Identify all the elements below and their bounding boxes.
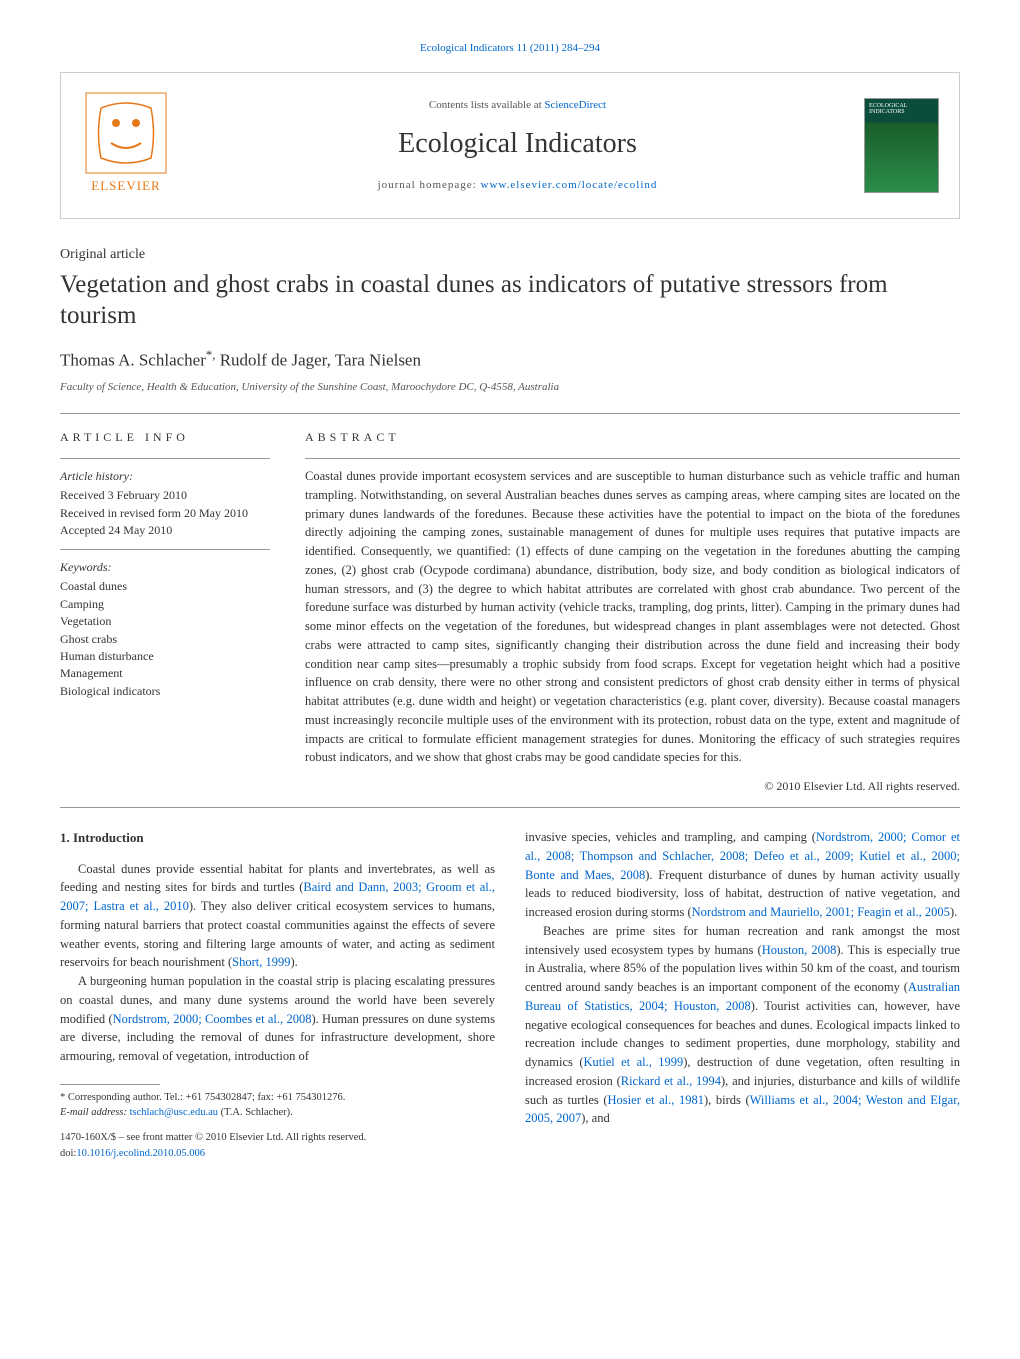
history-label: Article history:	[60, 467, 270, 485]
issn-line: 1470-160X/$ – see front matter © 2010 El…	[60, 1130, 495, 1146]
elsevier-logo: ELSEVIER	[81, 88, 171, 204]
received-date: Received 3 February 2010	[60, 487, 270, 504]
doi-link[interactable]: 10.1016/j.ecolind.2010.05.006	[76, 1148, 205, 1159]
journal-header: ELSEVIER Contents lists available at Sci…	[60, 72, 960, 220]
text: invasive species, vehicles and trampling…	[525, 830, 816, 844]
footnote-divider	[60, 1084, 160, 1085]
header-center: Contents lists available at ScienceDirec…	[171, 97, 864, 194]
citation-link[interactable]: Short, 1999	[232, 955, 290, 969]
citation-link[interactable]: Nordstrom and Mauriello, 2001; Feagin et…	[692, 905, 950, 919]
citation-link[interactable]: Nordstrom, 2000; Coombes et al., 2008	[113, 1012, 312, 1026]
article-type: Original article	[60, 244, 960, 265]
svg-text:ELSEVIER: ELSEVIER	[91, 178, 160, 193]
abstract-text: Coastal dunes provide important ecosyste…	[305, 467, 960, 767]
article-info-column: ARTICLE INFO Article history: Received 3…	[60, 428, 270, 795]
citation-bar: Ecological Indicators 11 (2011) 284–294	[60, 40, 960, 57]
revised-date: Received in revised form 20 May 2010	[60, 505, 270, 522]
divider	[60, 807, 960, 808]
contents-label: Contents lists available at	[429, 99, 544, 111]
email-link[interactable]: tschlach@usc.edu.au	[130, 1107, 218, 1118]
body-paragraph: Beaches are prime sites for human recrea…	[525, 922, 960, 1128]
authors: Thomas A. Schlacher*, Rudolf de Jager, T…	[60, 346, 960, 373]
journal-name: Ecological Indicators	[171, 123, 864, 165]
keywords-label: Keywords:	[60, 558, 270, 576]
accepted-date: Accepted 24 May 2010	[60, 522, 270, 539]
homepage-url[interactable]: www.elsevier.com/locate/ecolind	[481, 179, 658, 191]
text: ), and	[581, 1111, 609, 1125]
keyword: Management	[60, 665, 270, 682]
article-title: Vegetation and ghost crabs in coastal du…	[60, 269, 960, 332]
keyword: Biological indicators	[60, 683, 270, 700]
email-footnote: E-mail address: tschlach@usc.edu.au (T.A…	[60, 1106, 495, 1121]
intro-heading: 1. Introduction	[60, 828, 495, 848]
citation-link[interactable]: Rickard et al., 1994	[621, 1074, 721, 1088]
copyright: © 2010 Elsevier Ltd. All rights reserved…	[305, 777, 960, 795]
author-primary: Thomas A. Schlacher	[60, 350, 206, 369]
corresponding-footnote: * Corresponding author. Tel.: +61 754302…	[60, 1091, 495, 1106]
abstract-column: ABSTRACT Coastal dunes provide important…	[305, 428, 960, 795]
email-suffix: (T.A. Schlacher).	[218, 1107, 293, 1118]
citation-link[interactable]: Houston, 2008	[762, 943, 837, 957]
sciencedirect-link[interactable]: ScienceDirect	[544, 99, 606, 111]
coauthors: Rudolf de Jager, Tara Nielsen	[215, 350, 421, 369]
article-info-heading: ARTICLE INFO	[60, 428, 270, 446]
divider	[60, 458, 270, 459]
body-paragraph: A burgeoning human population in the coa…	[60, 972, 495, 1066]
keyword: Vegetation	[60, 613, 270, 630]
divider	[60, 413, 960, 414]
abstract-heading: ABSTRACT	[305, 428, 960, 446]
keyword: Ghost crabs	[60, 631, 270, 648]
body-left-column: 1. Introduction Coastal dunes provide es…	[60, 828, 495, 1162]
text: ), birds (	[704, 1093, 750, 1107]
citation-link[interactable]: Kutiel et al., 1999	[583, 1055, 683, 1069]
citation-link[interactable]: Hosier et al., 1981	[608, 1093, 704, 1107]
email-label: E-mail address:	[60, 1107, 130, 1118]
affiliation: Faculty of Science, Health & Education, …	[60, 379, 960, 396]
text: ).	[950, 905, 957, 919]
journal-cover-thumbnail	[864, 98, 939, 193]
keyword: Camping	[60, 596, 270, 613]
doi-block: 1470-160X/$ – see front matter © 2010 El…	[60, 1130, 495, 1162]
citation-link[interactable]: Ecological Indicators 11 (2011) 284–294	[420, 42, 600, 54]
body-right-column: invasive species, vehicles and trampling…	[525, 828, 960, 1162]
keyword: Human disturbance	[60, 648, 270, 665]
homepage-label: journal homepage:	[378, 179, 481, 191]
body-paragraph: Coastal dunes provide essential habitat …	[60, 860, 495, 973]
doi-label: doi:	[60, 1148, 76, 1159]
text: ).	[291, 955, 298, 969]
divider	[305, 458, 960, 459]
divider	[60, 549, 270, 550]
keyword: Coastal dunes	[60, 578, 270, 595]
body-paragraph: invasive species, vehicles and trampling…	[525, 828, 960, 922]
